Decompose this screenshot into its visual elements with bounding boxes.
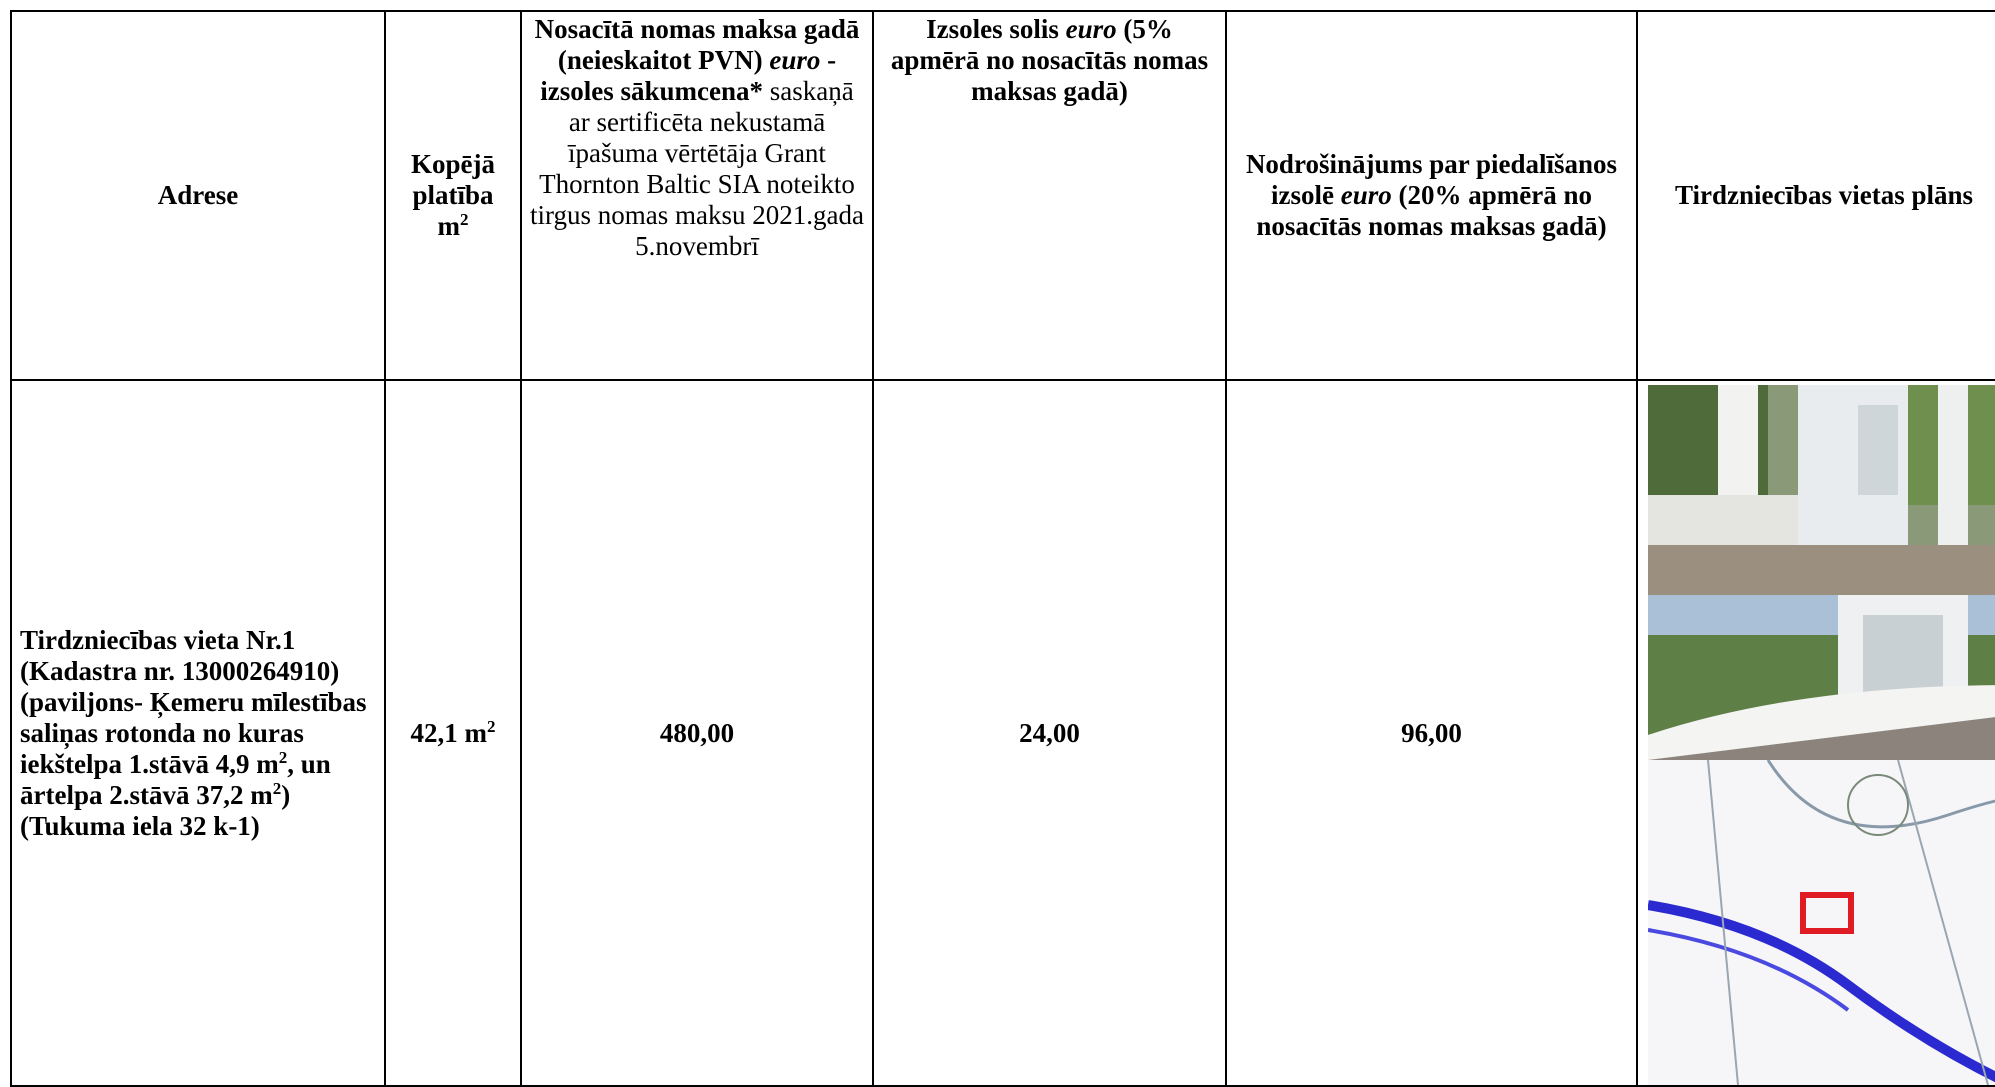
- price-cell: 480,00: [521, 380, 873, 1086]
- auction-table: Adrese Kopējā platība m2 Nosacītā nomas …: [10, 10, 1995, 1087]
- plan-images: [1648, 385, 1995, 1085]
- cell-text: 42,1 m: [411, 718, 488, 748]
- header-cell: Nodrošinājums par piedalīšanos izsolē eu…: [1226, 11, 1637, 380]
- photo-2: [1648, 595, 1995, 760]
- header-cell: Kopējā platība m2: [385, 11, 521, 380]
- superscript: 2: [460, 210, 469, 229]
- deposit-cell: 96,00: [1226, 380, 1637, 1086]
- header-text: Adrese: [158, 180, 239, 210]
- header-text: Tirdzniecības vietas plāns: [1675, 180, 1973, 210]
- header-row: Adrese Kopējā platība m2 Nosacītā nomas …: [11, 11, 1995, 380]
- page-body: Adrese Kopējā platība m2 Nosacītā nomas …: [0, 0, 1995, 1054]
- cell-text: 480,00: [660, 718, 734, 748]
- header-text: Izsoles solis: [926, 14, 1066, 44]
- cell-text: 96,00: [1401, 718, 1462, 748]
- header-cell: Tirdzniecības vietas plāns: [1637, 11, 1995, 380]
- data-row: Tirdzniecības vieta Nr.1 (Kadastra nr. 1…: [11, 380, 1995, 1086]
- address-cell: Tirdzniecības vieta Nr.1 (Kadastra nr. 1…: [11, 380, 385, 1086]
- superscript: 2: [487, 717, 496, 736]
- step-cell: 24,00: [873, 380, 1226, 1086]
- header-italic: euro: [1066, 14, 1117, 44]
- page: Table {"table": { "header": [ ["Adrese"]…: [0, 0, 1995, 1054]
- header-cell: Adrese: [11, 11, 385, 380]
- header-italic: euro: [1341, 180, 1392, 210]
- header-text: Kopējā platība m: [411, 149, 495, 241]
- header-italic: euro: [769, 45, 820, 75]
- superscript: 2: [279, 748, 288, 767]
- map: [1648, 760, 1995, 1085]
- plan-cell: [1637, 380, 1995, 1086]
- header-cell: Izsoles solis euro (5% apmērā no nosacīt…: [873, 11, 1226, 380]
- cell-text: 24,00: [1019, 718, 1080, 748]
- header-cell: Nosacītā nomas maksa gadā (neieskaitot P…: [521, 11, 873, 380]
- area-cell: 42,1 m2: [385, 380, 521, 1086]
- superscript: 2: [273, 779, 282, 798]
- photo-1: [1648, 385, 1995, 595]
